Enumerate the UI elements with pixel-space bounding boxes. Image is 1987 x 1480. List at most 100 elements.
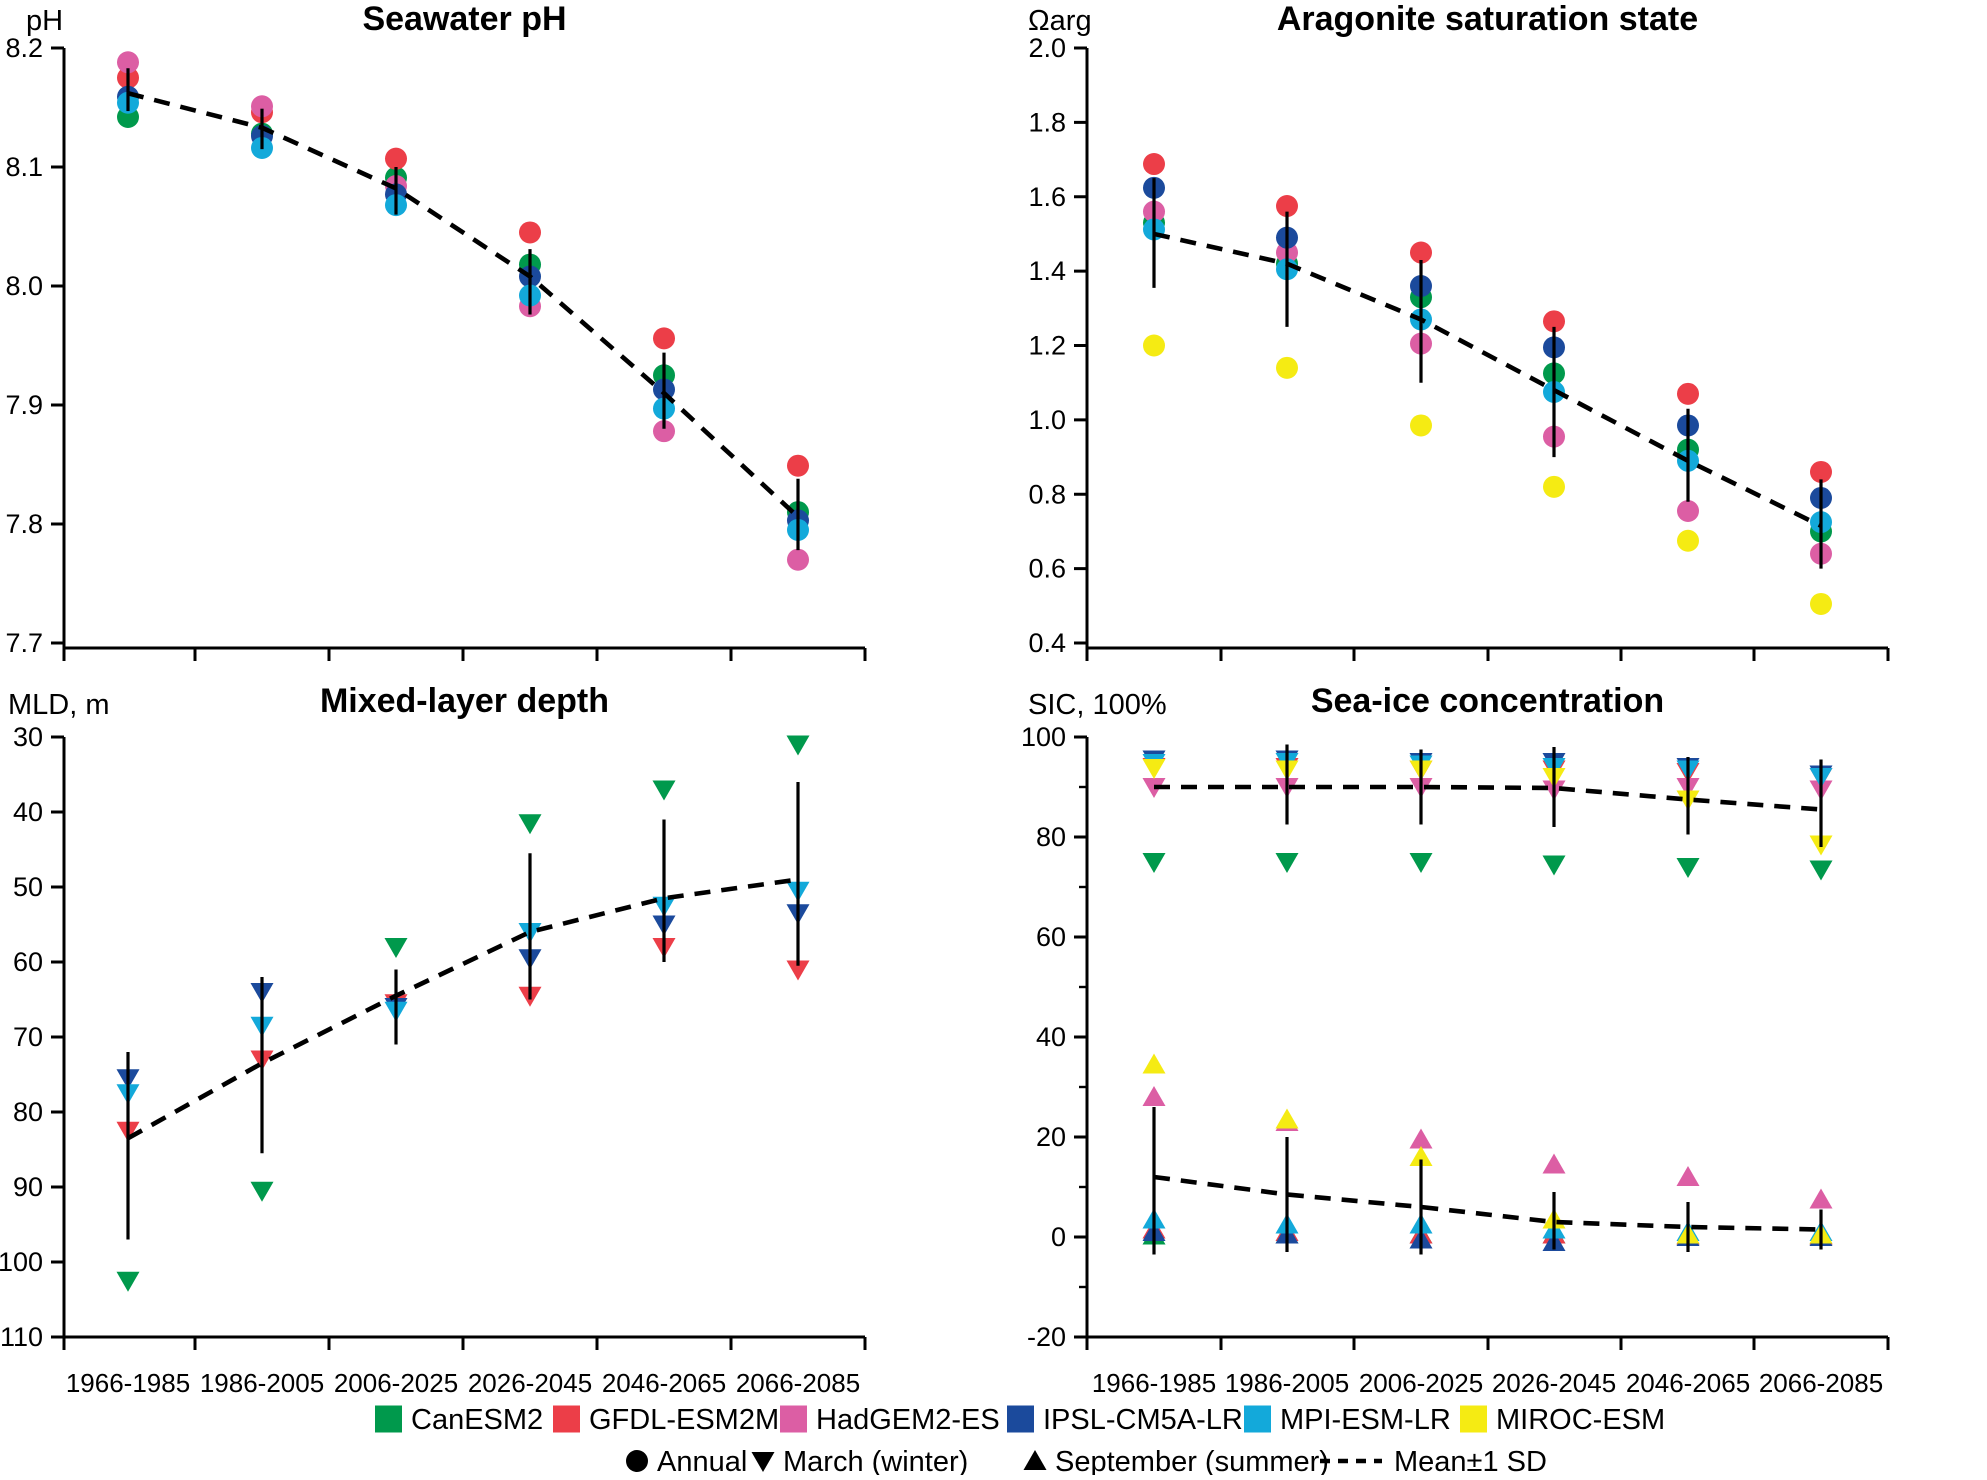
y-tick-label: 1.8 <box>1028 107 1066 137</box>
y-axis-unit-omega: Ωarg <box>1028 5 1092 37</box>
point-CanESM2 <box>116 1271 140 1292</box>
y-tick-label: 40 <box>1036 1022 1066 1052</box>
point-CanESM2 <box>786 735 810 756</box>
point-CanESM2 <box>518 814 542 835</box>
point-GFDL-ESM2M <box>1677 382 1699 405</box>
x-category-label: 2066-2085 <box>1759 1368 1883 1398</box>
x-category-label: 2026-2045 <box>1492 1368 1616 1398</box>
y-tick-label: 1.4 <box>1028 256 1066 286</box>
legend-triangle-up-icon <box>1023 1450 1047 1470</box>
legend-label-IPSL-CM5A-LR: IPSL-CM5A-LR <box>1043 1404 1243 1436</box>
legend-label-HadGEM2-ES: HadGEM2-ES <box>816 1404 1000 1436</box>
legend-label-MPI-ESM-LR: MPI-ESM-LR <box>1280 1404 1451 1436</box>
x-category-label: 2046-2065 <box>1626 1368 1750 1398</box>
mean-dashed-line <box>127 90 800 519</box>
mean-dashed-line <box>1153 231 1823 528</box>
point-CanESM2 <box>1676 858 1700 878</box>
legend-swatch-GFDL-ESM2M <box>553 1405 580 1433</box>
x-category-label: 2006-2025 <box>334 1368 458 1398</box>
point-MIROC-ESM <box>1677 529 1699 552</box>
legend-swatch-CanESM2 <box>375 1405 402 1433</box>
legend-swatch-MPI-ESM-LR <box>1244 1405 1271 1433</box>
y-tick-label: 70 <box>13 1022 43 1052</box>
x-category-label: 1986-2005 <box>200 1368 324 1398</box>
point-GFDL-ESM2M <box>1143 153 1165 176</box>
panel-sic: 100 80 60 40 20 0 -20 1966-1985 1986-2005 2006-20… <box>1021 682 1890 1398</box>
point-HadGEM2-ES <box>1542 1153 1566 1174</box>
panel-title-ph: Seawater pH <box>362 0 566 38</box>
point-MIROC-ESM <box>1142 1053 1166 1074</box>
y-tick-label: 8.1 <box>5 152 43 182</box>
y-tick-label: 30 <box>13 722 43 752</box>
y-axis-unit-ph: pH <box>26 5 63 37</box>
point-MIROC-ESM <box>1410 414 1432 437</box>
y-tick-label: 110 <box>0 1322 43 1352</box>
legend-circle-icon <box>626 1450 648 1472</box>
point-HadGEM2-ES <box>653 420 675 443</box>
panel-omega: 2.0 1.8 1.6 1.4 1.2 1.0 0.8 0.6 0.4 Aragonite sat… <box>1028 0 1890 661</box>
point-CanESM2 <box>1542 855 1566 876</box>
y-tick-label: 0.6 <box>1028 554 1066 584</box>
y-tick-label: 100 <box>1021 722 1066 752</box>
legend-label-GFDL-ESM2M: GFDL-ESM2M <box>589 1404 779 1436</box>
mean-dashed-line <box>1153 1174 1822 1232</box>
point-MIROC-ESM <box>1143 334 1165 357</box>
y-tick-label: 1.0 <box>1028 405 1066 435</box>
y-tick-label: 60 <box>13 947 43 977</box>
x-category-label: 2026-2045 <box>468 1368 592 1398</box>
legend-swatch-IPSL-CM5A-LR <box>1007 1405 1034 1433</box>
point-HadGEM2-ES <box>1676 1166 1700 1186</box>
y-tick-label: 1.2 <box>1028 331 1066 361</box>
y-tick-label: -20 <box>1027 1322 1066 1352</box>
panel-title-mld: Mixed-layer depth <box>320 682 609 720</box>
x-category-label: 2066-2085 <box>736 1368 860 1398</box>
y-tick-label: 90 <box>13 1172 43 1202</box>
panel-ph: 8.2 8.1 8.0 7.9 7.8 7.7 Seawater pH pH <box>5 0 867 661</box>
point-MIROC-ESM <box>1810 592 1832 615</box>
y-tick-label: 60 <box>1036 922 1066 952</box>
x-category-label: 1966-1985 <box>1092 1368 1216 1398</box>
legend-season-label: March (winter) <box>783 1446 968 1475</box>
x-category-label: 2046-2065 <box>602 1368 726 1398</box>
point-GFDL-ESM2M <box>786 960 810 981</box>
series-group-Annual <box>117 51 809 571</box>
point-CanESM2 <box>250 1181 274 1202</box>
series-group-March (winter) <box>1142 744 1833 881</box>
point-GFDL-ESM2M <box>385 147 407 170</box>
point-GFDL-ESM2M <box>519 221 541 244</box>
x-category-label: 1986-2005 <box>1225 1368 1349 1398</box>
point-HadGEM2-ES <box>117 51 139 74</box>
point-MIROC-ESM <box>1276 356 1298 379</box>
point-GFDL-ESM2M <box>1276 195 1298 218</box>
legend-swatch-HadGEM2-ES <box>780 1405 807 1433</box>
y-tick-label: 7.8 <box>5 509 43 539</box>
point-HadGEM2-ES <box>1809 1188 1833 1209</box>
mean-dashed-line <box>1154 784 1822 812</box>
y-tick-label: 8.0 <box>5 271 43 301</box>
legend-season-label: September (summer) <box>1055 1446 1329 1475</box>
y-tick-label: 8.2 <box>5 33 43 63</box>
point-MIROC-ESM <box>1275 1108 1299 1129</box>
y-axis-unit-sic: SIC, 100% <box>1028 689 1167 721</box>
point-CanESM2 <box>1275 853 1299 873</box>
series-group-September (summer) <box>1142 1053 1833 1255</box>
legend-mean-label: Mean±1 SD <box>1394 1446 1547 1475</box>
series-group-Annual <box>1143 153 1832 615</box>
point-HadGEM2-ES <box>1677 499 1699 522</box>
legend-swatch-MIROC-ESM <box>1460 1405 1487 1433</box>
y-tick-label: 40 <box>13 797 43 827</box>
point-CanESM2 <box>652 780 676 801</box>
y-tick-label: 50 <box>13 872 43 902</box>
point-GFDL-ESM2M <box>1810 460 1832 483</box>
y-tick-label: 0.4 <box>1028 628 1066 658</box>
y-tick-label: 80 <box>1036 822 1066 852</box>
y-axis-unit-mld: MLD, m <box>8 689 110 721</box>
x-category-label: 1966-1985 <box>66 1368 190 1398</box>
legend-label-CanESM2: CanESM2 <box>411 1404 543 1436</box>
point-HadGEM2-ES <box>1142 1086 1166 1106</box>
point-HadGEM2-ES <box>251 95 273 118</box>
legend-label-MIROC-ESM: MIROC-ESM <box>1496 1404 1665 1436</box>
